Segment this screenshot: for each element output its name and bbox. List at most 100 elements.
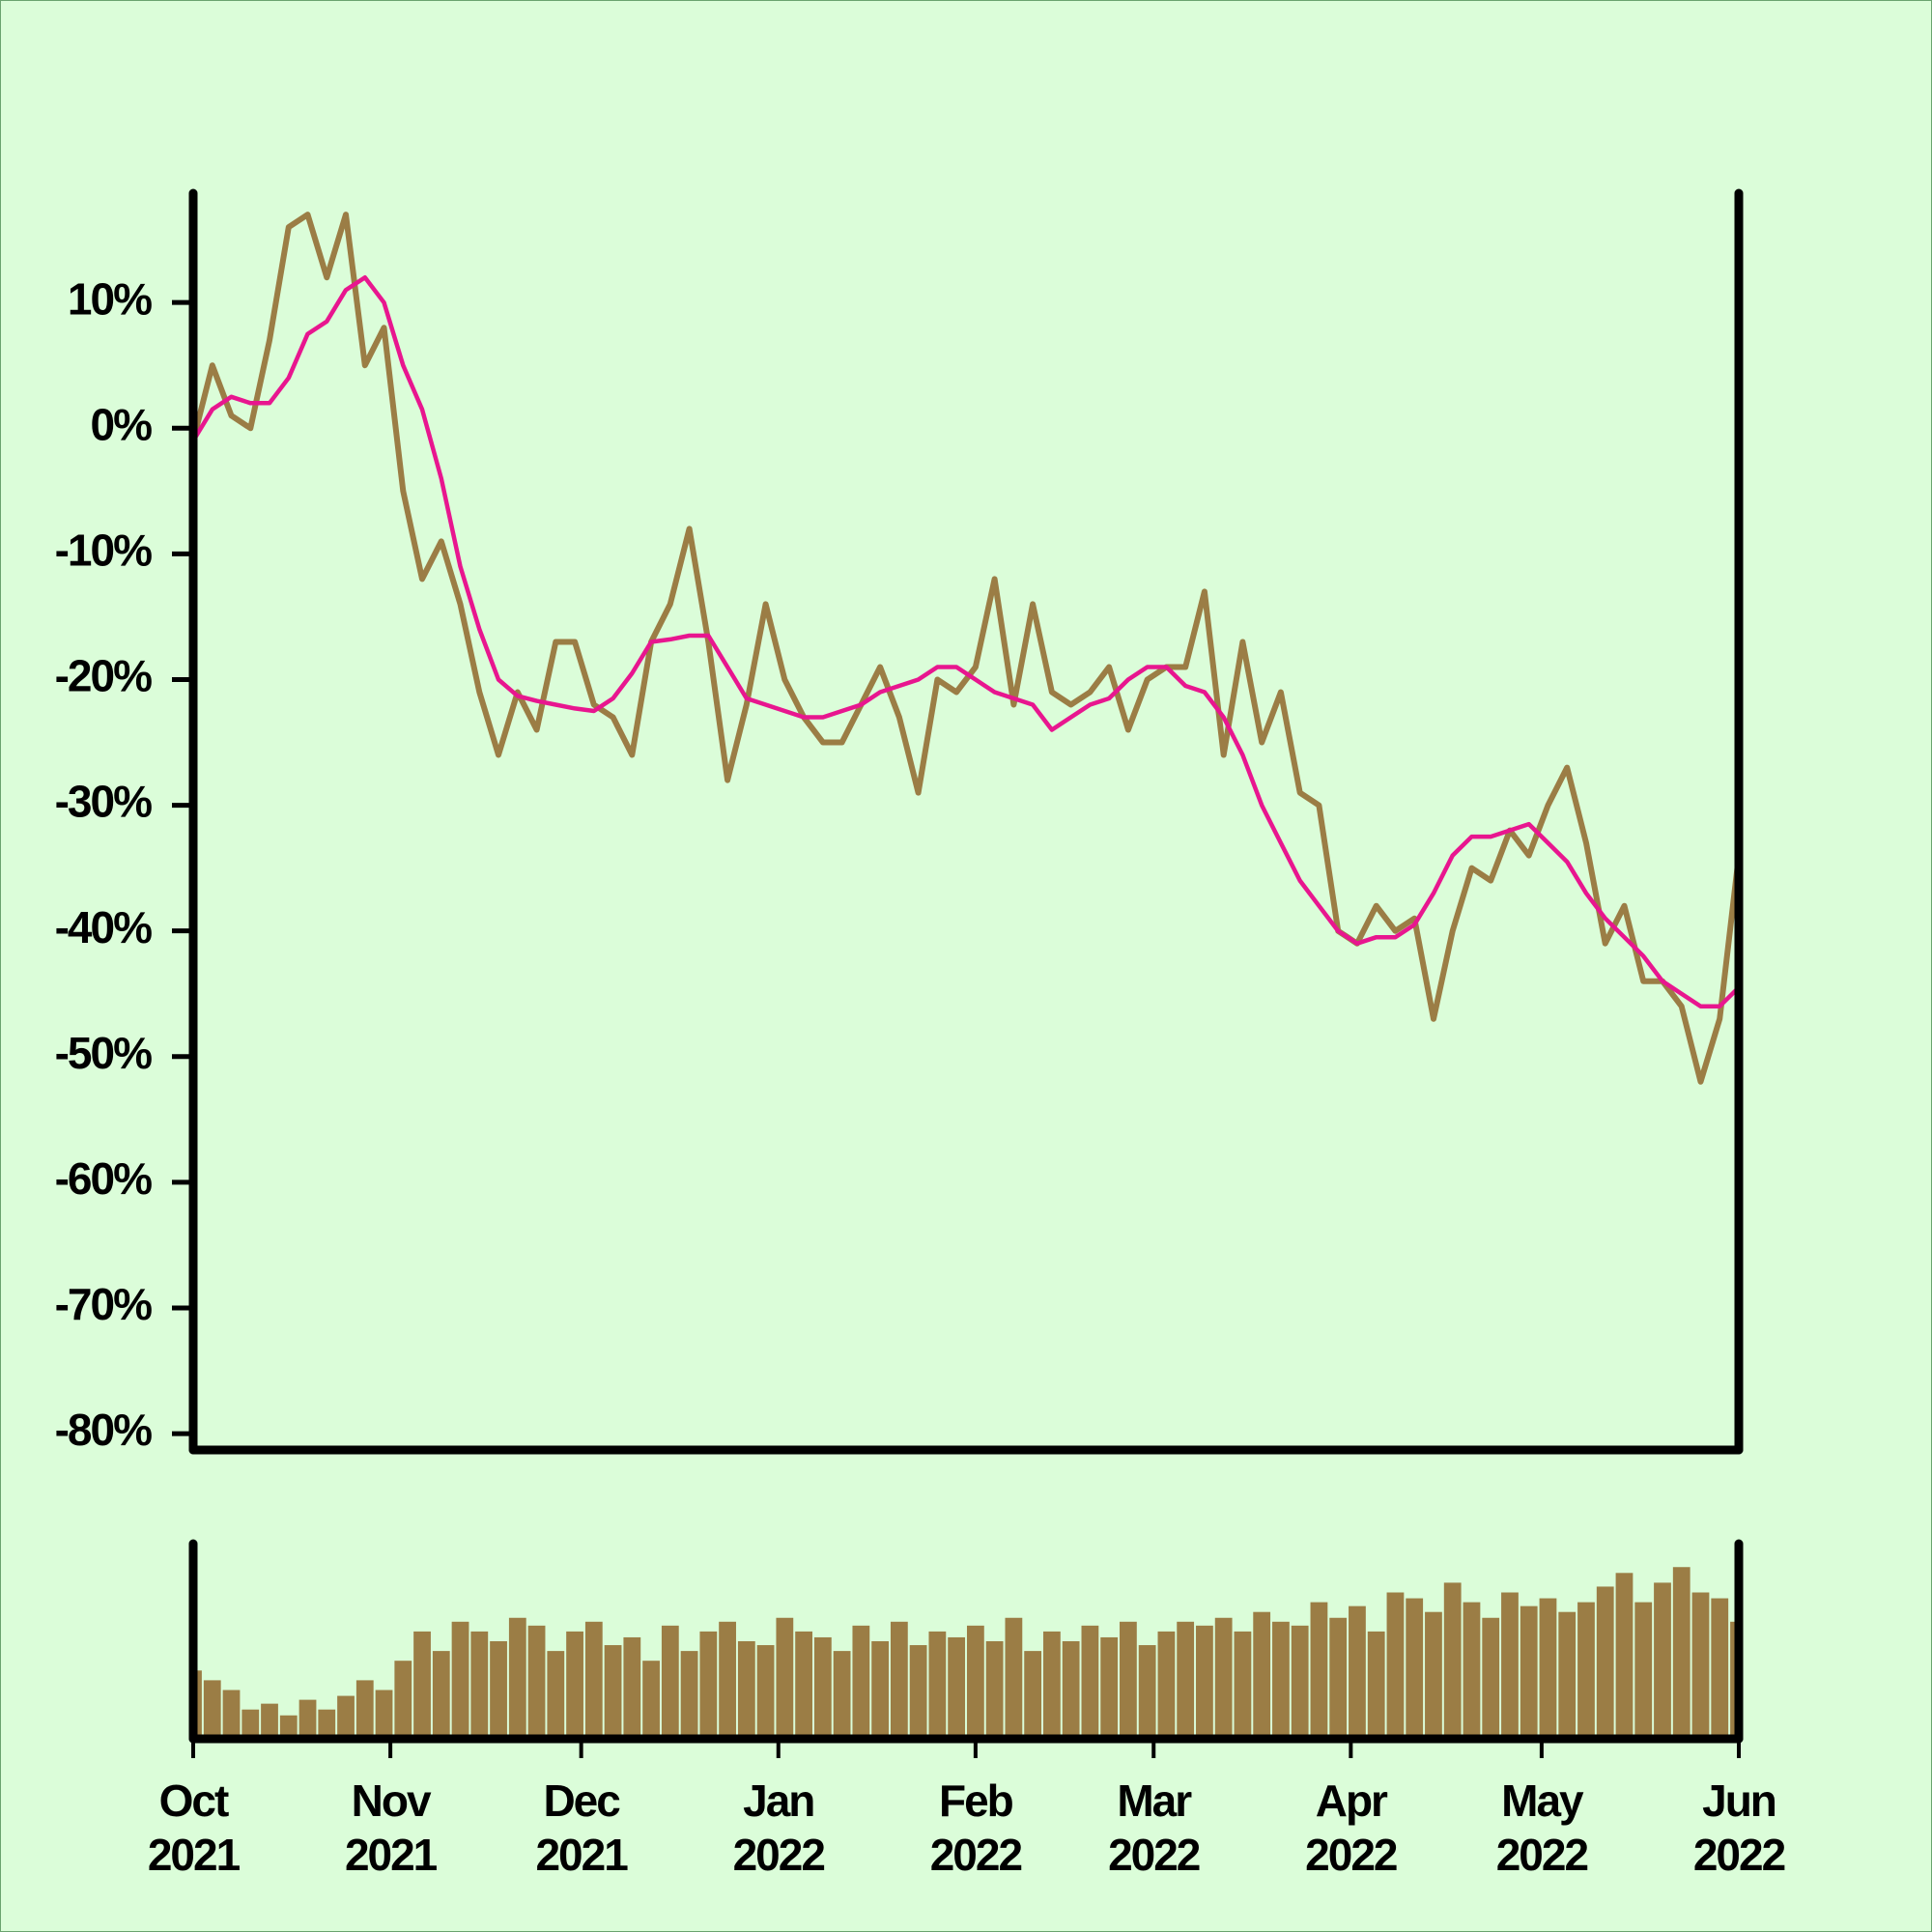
line-series <box>191 274 1741 1009</box>
volume-bar <box>756 1645 775 1739</box>
volume-bar <box>642 1661 660 1739</box>
volume-bar <box>1501 1592 1519 1739</box>
x-tick-label: Nov <box>352 1776 432 1826</box>
volume-bar <box>1177 1621 1195 1739</box>
volume-bar <box>1100 1636 1119 1739</box>
x-tick-label: 2022 <box>1108 1830 1200 1880</box>
volume-bar <box>1196 1625 1213 1739</box>
volume-bar <box>985 1641 1004 1739</box>
volume-bar <box>527 1625 546 1739</box>
y-tick-label: -50% <box>55 1028 152 1078</box>
y-tick-label: -70% <box>55 1279 152 1329</box>
volume-bar <box>1386 1592 1405 1739</box>
volume-bar <box>909 1645 927 1739</box>
volume-bar <box>852 1625 870 1739</box>
volume-bar <box>1043 1631 1061 1739</box>
volume-bar <box>1520 1605 1538 1739</box>
volume-bar <box>261 1703 278 1739</box>
volume-bar <box>279 1715 298 1739</box>
volume-bar <box>413 1631 431 1739</box>
volume-bar <box>871 1641 889 1739</box>
x-tick-label: Mar <box>1117 1776 1192 1826</box>
volume-bar <box>1443 1582 1462 1739</box>
x-tick-label: 2022 <box>1496 1830 1588 1880</box>
line-series <box>190 212 1742 1085</box>
volume-bar <box>318 1709 336 1739</box>
volume-bar <box>1482 1617 1500 1739</box>
x-tick-label: Dec <box>543 1776 620 1826</box>
volume-bar <box>1291 1625 1309 1739</box>
volume-bar <box>1272 1621 1290 1739</box>
volume-bar <box>1463 1602 1481 1739</box>
x-tick-label: Feb <box>939 1776 1013 1826</box>
volume-bar <box>890 1621 908 1739</box>
x-tick-label: 2022 <box>930 1830 1022 1880</box>
volume-bar <box>1654 1582 1671 1739</box>
y-tick-label: -30% <box>55 777 152 827</box>
volume-bar <box>470 1631 489 1739</box>
volume-bar <box>1406 1598 1424 1739</box>
volume-bar <box>966 1625 984 1739</box>
volume-bar <box>1253 1611 1271 1739</box>
volume-bar <box>1138 1645 1156 1739</box>
volume-bar <box>1596 1586 1614 1739</box>
x-tick-label: 2021 <box>345 1830 438 1880</box>
volume-bar <box>928 1631 947 1739</box>
volume-bar <box>604 1645 622 1739</box>
volume-bar <box>1234 1631 1252 1739</box>
volume-bar <box>394 1661 412 1739</box>
volume-bar <box>1081 1625 1099 1739</box>
volume-bar <box>1349 1605 1366 1739</box>
y-tick-label: -40% <box>55 902 152 952</box>
volume-bar <box>776 1617 794 1739</box>
volume-bar <box>1634 1602 1653 1739</box>
volume-bar <box>1062 1641 1080 1739</box>
volume-bar <box>1329 1617 1348 1739</box>
x-tick-label: 2021 <box>535 1830 628 1880</box>
volume-bar <box>1024 1651 1042 1739</box>
volume-bar <box>1615 1573 1634 1739</box>
y-tick-label: -10% <box>55 526 152 576</box>
volume-bar <box>508 1617 526 1739</box>
volume-bar <box>432 1651 450 1739</box>
volume-bar <box>222 1690 241 1739</box>
volume-bar <box>1120 1621 1137 1739</box>
volume-bar <box>1005 1617 1023 1739</box>
volume-bar <box>1711 1598 1729 1739</box>
volume-bar <box>584 1621 603 1739</box>
x-tick-label: 2022 <box>1693 1830 1785 1880</box>
volume-bar <box>375 1690 393 1739</box>
volume-bar <box>1310 1602 1328 1739</box>
x-tick-label: Apr <box>1316 1776 1388 1826</box>
volume-bar <box>623 1636 641 1739</box>
volume-bar <box>1157 1631 1176 1739</box>
volume-bar <box>355 1680 374 1739</box>
y-tick-label: 0% <box>91 399 153 449</box>
volume-bar <box>566 1631 583 1739</box>
x-tick-label: May <box>1501 1776 1584 1826</box>
x-tick-label: Jun <box>1702 1776 1776 1826</box>
volume-bar <box>451 1621 469 1739</box>
volume-bar <box>833 1651 851 1739</box>
volume-bar <box>737 1641 755 1739</box>
volume-bar <box>1367 1631 1385 1739</box>
volume-bar <box>719 1621 736 1739</box>
y-tick-label: -60% <box>55 1153 152 1204</box>
volume-bar <box>1691 1592 1710 1739</box>
x-tick-label: 2022 <box>1305 1830 1397 1880</box>
y-tick-label: 10% <box>68 273 152 324</box>
volume-bar <box>813 1636 832 1739</box>
volume-bar <box>1558 1611 1577 1739</box>
volume-bar <box>490 1641 507 1739</box>
volume-bar <box>795 1631 812 1739</box>
y-tick-label: -80% <box>55 1405 152 1455</box>
volume-bar <box>242 1709 260 1739</box>
volume-bar <box>699 1631 718 1739</box>
volume-bar <box>680 1651 698 1739</box>
x-tick-label: Jan <box>743 1776 813 1826</box>
volume-bar <box>1425 1611 1442 1739</box>
volume-bar <box>298 1699 317 1739</box>
volume-bar <box>337 1695 355 1739</box>
